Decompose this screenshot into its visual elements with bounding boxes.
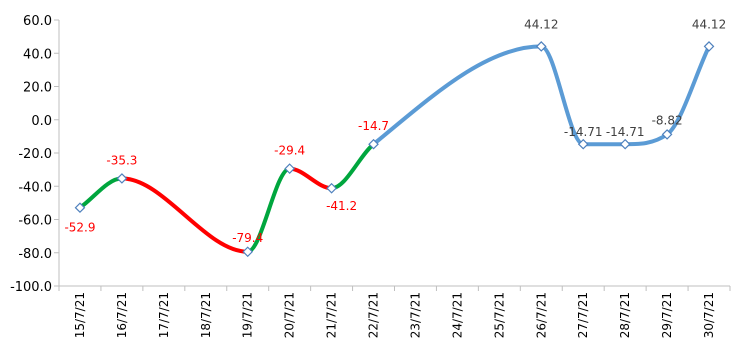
y-tick-label: -100.0 bbox=[10, 280, 52, 295]
data-point-marker bbox=[661, 129, 673, 140]
x-tick-label: 28/7/21 bbox=[618, 292, 632, 338]
data-label: -14.71 bbox=[606, 125, 645, 139]
series-segment-increase bbox=[77, 176, 124, 210]
y-tick-label: 60.0 bbox=[23, 14, 52, 29]
data-point-marker bbox=[326, 182, 337, 194]
data-point-marker bbox=[577, 138, 589, 150]
data-label: -29.4 bbox=[274, 144, 305, 158]
x-tick-label: 25/7/21 bbox=[492, 292, 506, 338]
data-label: -52.9 bbox=[64, 221, 95, 235]
y-tick-label: 0.0 bbox=[31, 114, 52, 129]
x-tick-label: 15/7/21 bbox=[73, 292, 87, 338]
x-tick-label: 17/7/21 bbox=[157, 292, 171, 338]
x-tick-label: 22/7/21 bbox=[367, 292, 381, 338]
series-segment-recent bbox=[665, 44, 712, 137]
x-tick-label: 18/7/21 bbox=[199, 292, 213, 338]
series-segment-recent bbox=[539, 44, 586, 147]
data-label: -8.82 bbox=[652, 113, 683, 127]
x-tick-label: 26/7/21 bbox=[534, 292, 548, 338]
series-segment-increase bbox=[329, 142, 376, 191]
data-point-marker bbox=[242, 246, 254, 258]
data-point-marker bbox=[619, 138, 631, 150]
data-label: 44.12 bbox=[524, 17, 558, 31]
series-segment-increase bbox=[245, 166, 292, 254]
x-tick-label: 29/7/21 bbox=[660, 292, 674, 338]
y-tick-label: -60.0 bbox=[18, 214, 52, 229]
series-segment-recent bbox=[371, 44, 544, 147]
x-tick-label: 23/7/21 bbox=[408, 292, 422, 338]
y-tick-label: -40.0 bbox=[18, 180, 52, 195]
data-label: -35.3 bbox=[106, 153, 137, 167]
data-label: -14.7 bbox=[358, 119, 389, 133]
data-point-marker bbox=[535, 41, 547, 52]
y-tick-label: -20.0 bbox=[18, 147, 52, 162]
series-segment-decrease bbox=[119, 176, 250, 254]
x-tick-label: 30/7/21 bbox=[702, 292, 716, 338]
data-point-marker bbox=[116, 173, 128, 184]
data-label: -14.71 bbox=[564, 125, 603, 139]
y-tick-label: -80.0 bbox=[18, 247, 52, 262]
data-label: 44.12 bbox=[692, 17, 726, 31]
y-tick-label: 20.0 bbox=[23, 81, 52, 96]
x-tick-label: 27/7/21 bbox=[576, 292, 590, 338]
data-point-marker bbox=[703, 41, 715, 52]
data-point-marker bbox=[74, 202, 86, 214]
data-point-marker bbox=[284, 163, 296, 174]
data-label: -41.2 bbox=[326, 199, 357, 213]
data-label: -79.4 bbox=[232, 231, 263, 245]
x-tick-label: 24/7/21 bbox=[450, 292, 464, 338]
x-tick-label: 21/7/21 bbox=[325, 292, 339, 338]
x-tick-label: 19/7/21 bbox=[241, 292, 255, 338]
x-tick-label: 16/7/21 bbox=[115, 292, 129, 338]
y-tick-label: 40.0 bbox=[23, 47, 52, 62]
data-point-marker bbox=[368, 138, 379, 150]
x-tick-label: 20/7/21 bbox=[283, 292, 297, 338]
series-segment-decrease bbox=[287, 166, 334, 191]
